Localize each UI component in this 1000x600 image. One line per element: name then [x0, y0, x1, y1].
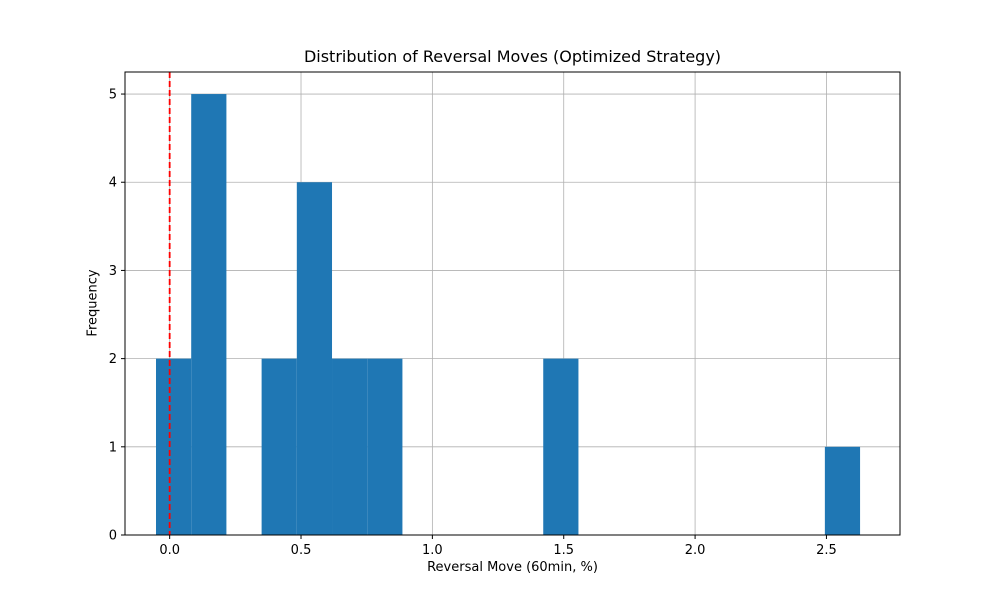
y-axis-label: Frequency: [85, 269, 101, 337]
y-tick-label: 5: [109, 88, 117, 103]
x-tick-label: 1.0: [422, 543, 443, 558]
chart-title: Distribution of Reversal Moves (Optimize…: [303, 47, 722, 66]
x-tick-label: 0.5: [291, 543, 312, 558]
histogram-bar: [261, 358, 297, 535]
histogram-bar: [824, 446, 861, 535]
axes-border: [124, 71, 901, 536]
axes-frame: [124, 71, 901, 536]
x-tick-label: 2.0: [685, 543, 706, 558]
histogram-bar: [367, 358, 403, 535]
grid-layer: [125, 72, 900, 536]
x-tick-label: 1.5: [553, 543, 574, 558]
y-tick-label: 3: [109, 264, 117, 279]
histogram-bar: [543, 358, 579, 535]
y-tick-label: 0: [109, 529, 117, 544]
y-tick-label: 4: [109, 176, 117, 191]
x-axis-label: Reversal Move (60min, %): [427, 560, 598, 575]
histogram-bar: [296, 182, 333, 535]
histogram-bar: [332, 358, 368, 535]
histogram-bar: [156, 358, 192, 535]
tick-layer: 0.0 0.5 1.0 1.5 2.0 2.5 0 1 2 3 4 5: [109, 88, 837, 558]
x-tick-label: 2.5: [816, 543, 837, 558]
histogram-bar: [191, 94, 227, 536]
bar-layer: [156, 94, 861, 536]
x-tick-label: 0.0: [159, 543, 180, 558]
y-tick-label: 1: [109, 440, 117, 455]
y-tick-label: 2: [109, 352, 117, 367]
